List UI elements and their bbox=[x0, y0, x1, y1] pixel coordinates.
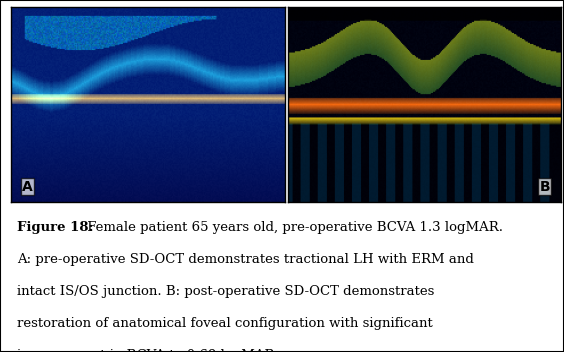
Text: A: pre-operative SD-OCT demonstrates tractional LH with ERM and: A: pre-operative SD-OCT demonstrates tra… bbox=[17, 253, 474, 266]
Text: improvement in BCVA to 0.69 logMAR.: improvement in BCVA to 0.69 logMAR. bbox=[17, 349, 279, 352]
Text: Figure 18:: Figure 18: bbox=[17, 220, 94, 233]
Text: B: B bbox=[539, 180, 550, 194]
Text: A: A bbox=[22, 180, 33, 194]
Text: Female patient 65 years old, pre-operative BCVA 1.3 logMAR.: Female patient 65 years old, pre-operati… bbox=[83, 220, 504, 233]
Text: restoration of anatomical foveal configuration with significant: restoration of anatomical foveal configu… bbox=[17, 317, 433, 330]
Text: intact IS/OS junction. B: post-operative SD-OCT demonstrates: intact IS/OS junction. B: post-operative… bbox=[17, 285, 434, 298]
